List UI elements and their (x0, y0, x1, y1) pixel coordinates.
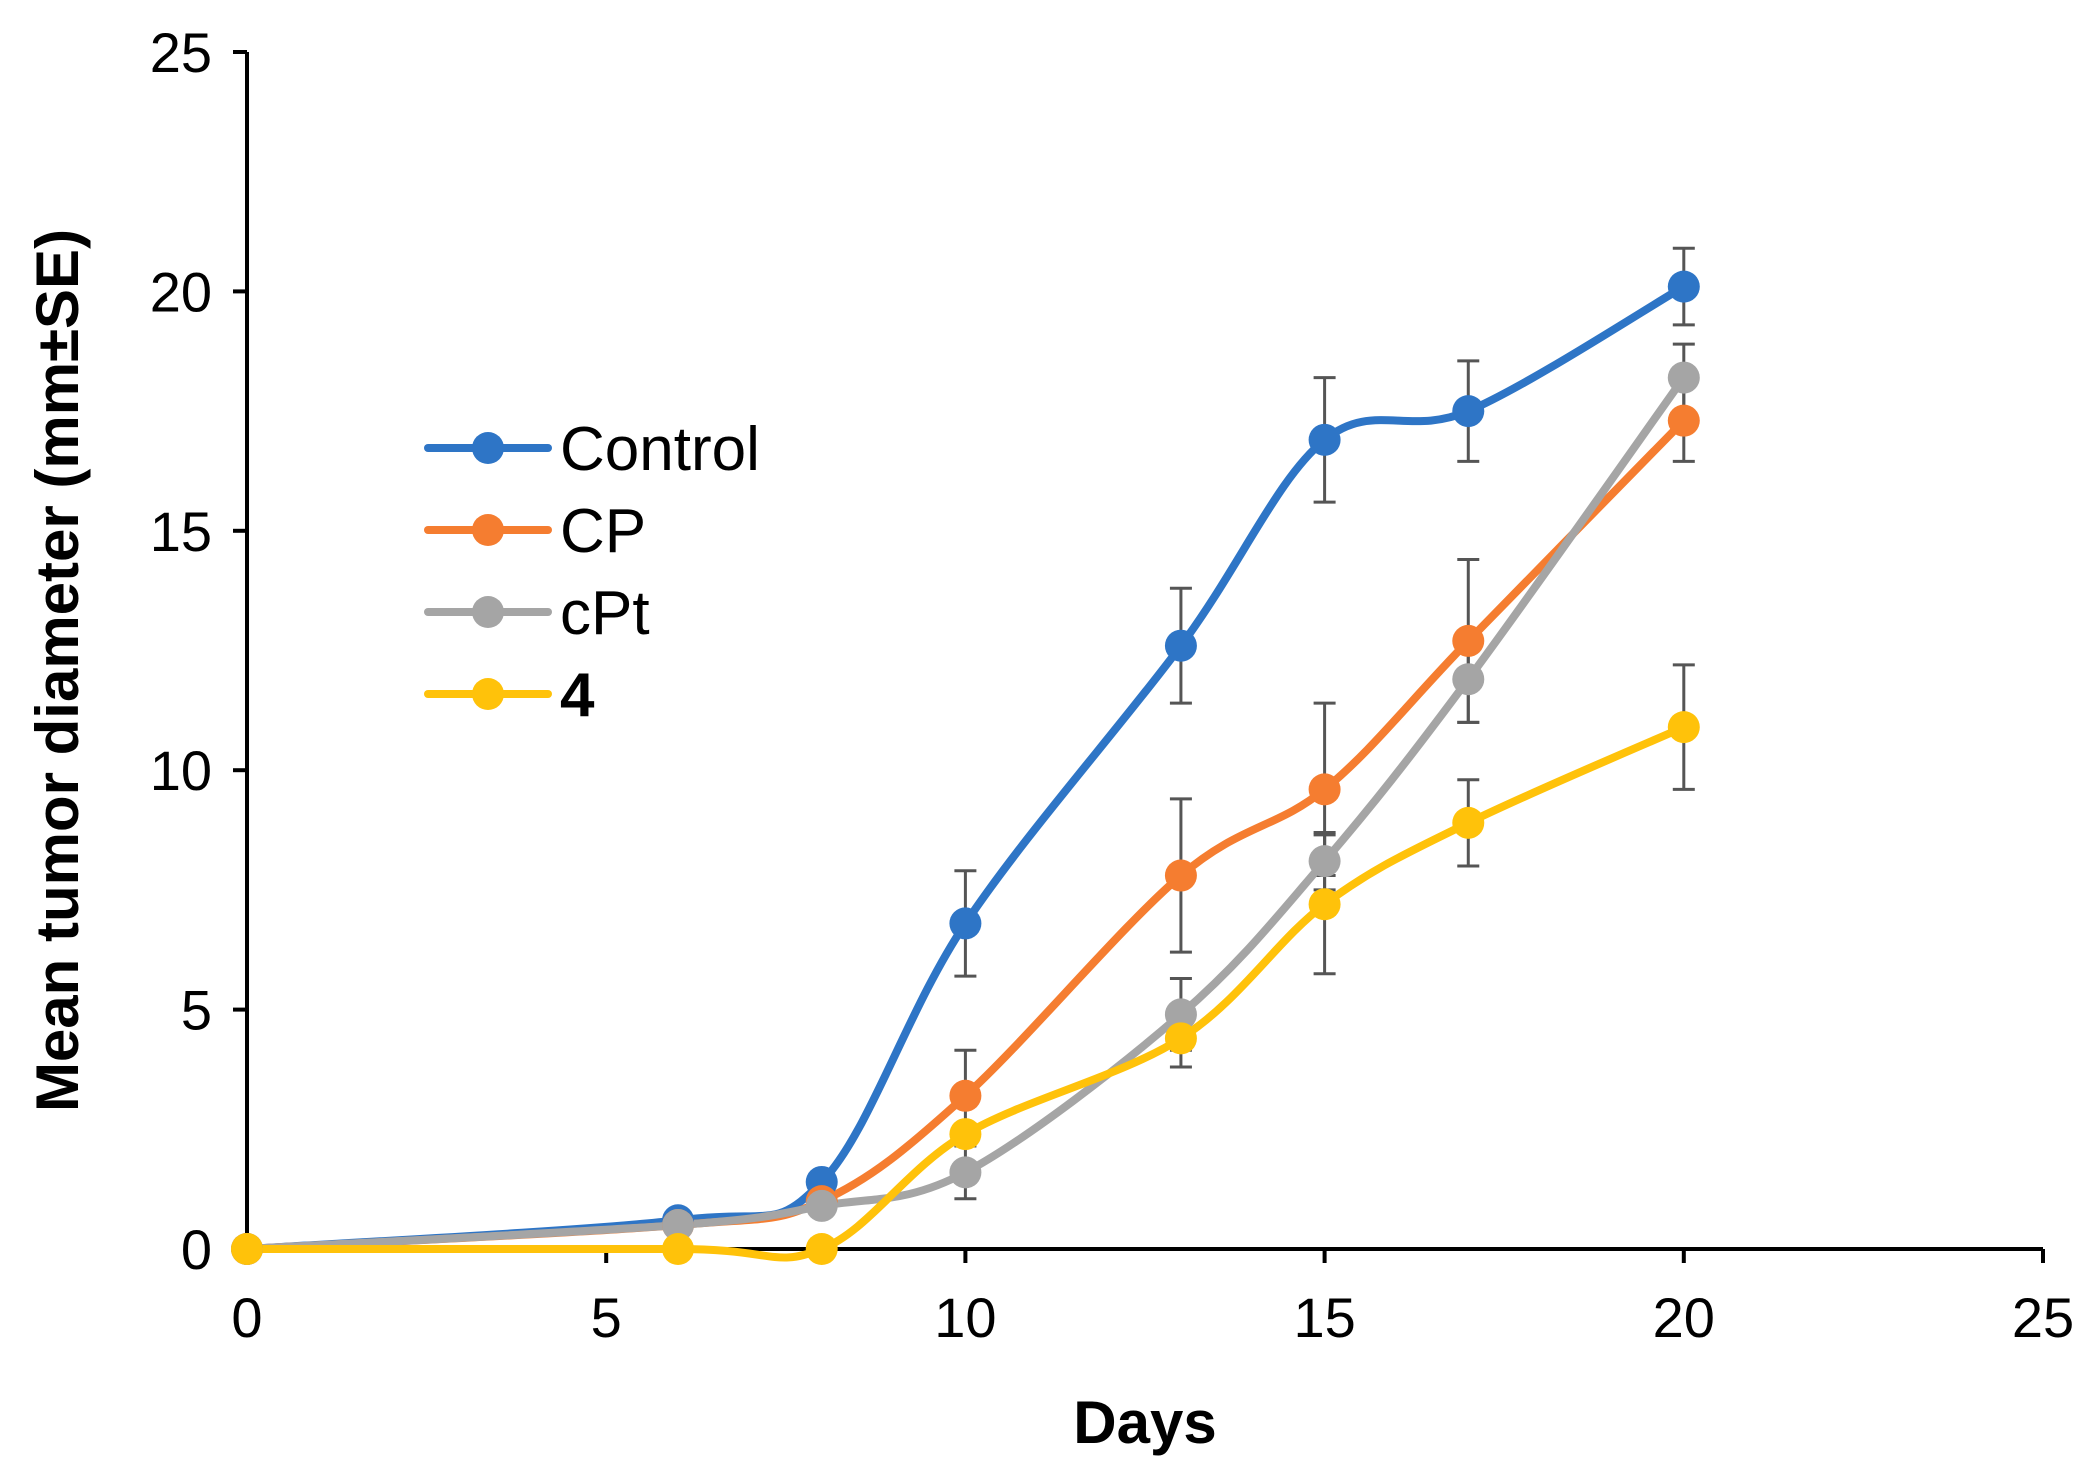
legend-marker-cpt (472, 596, 504, 628)
data-point-cp (1164, 859, 1197, 892)
data-point-control (1308, 423, 1341, 456)
y-tick-label: 20 (150, 260, 212, 323)
x-tick-label: 0 (231, 1286, 262, 1349)
x-tick-label: 25 (2012, 1286, 2074, 1349)
data-point-4 (662, 1233, 695, 1265)
data-point-cpt (1452, 663, 1485, 696)
data-point-4 (1308, 888, 1341, 921)
data-point-cpt (949, 1156, 982, 1189)
legend-entry-4: 4 (424, 661, 595, 730)
error-bars (954, 246, 1695, 1201)
legend-label-control: Control (560, 415, 760, 484)
y-tick-label: 10 (150, 739, 212, 802)
data-point-control (1164, 629, 1197, 662)
data-point-cpt (1667, 361, 1700, 394)
y-tick-label: 5 (181, 979, 212, 1042)
legend-label-cpt: cPt (560, 579, 650, 648)
y-tick-label: 0 (181, 1218, 212, 1281)
legend-marker-4 (472, 678, 504, 710)
x-axis-title: Days (1073, 1389, 1216, 1456)
y-tick-label: 15 (150, 500, 212, 563)
legend-entry-cpt: cPt (424, 579, 650, 648)
y-axis-title: Mean tumor diameter (mm±SE) (24, 229, 91, 1112)
data-point-cpt (662, 1209, 695, 1242)
data-point-cp (1308, 773, 1341, 806)
data-point-4 (231, 1233, 263, 1265)
axes: 0 5 10 15 20 25 0 5 10 15 20 25 (150, 21, 2074, 1349)
data-point-4 (1164, 1022, 1197, 1055)
series-points (231, 270, 1700, 1265)
y-tick-label: 25 (150, 21, 212, 84)
legend-marker-cp (472, 514, 504, 546)
legend-label-4: 4 (560, 661, 595, 730)
x-tick-label: 5 (591, 1286, 622, 1349)
data-point-cp (1452, 624, 1485, 657)
legend-marker-control (472, 432, 504, 464)
series-line-4 (243, 723, 1688, 1262)
data-point-cp (949, 1079, 982, 1112)
legend-entry-control: Control (424, 415, 760, 484)
legend-entry-cp: CP (424, 497, 646, 566)
x-tick-label: 20 (1653, 1286, 1715, 1349)
data-point-4 (1452, 806, 1485, 839)
data-point-cpt (1164, 998, 1197, 1031)
legend-label-cp: CP (560, 497, 646, 566)
x-tick-label: 10 (934, 1286, 996, 1349)
data-point-cpt (805, 1189, 838, 1222)
legend: Control CP cPt 4 (424, 415, 760, 730)
data-point-control (949, 907, 982, 940)
data-point-4 (1667, 711, 1700, 744)
data-point-control (1667, 270, 1700, 303)
data-point-cp (1667, 404, 1700, 437)
data-point-4 (805, 1233, 838, 1265)
data-point-4 (949, 1118, 982, 1151)
x-tick-label: 15 (1293, 1286, 1355, 1349)
data-point-control (1452, 395, 1485, 428)
data-point-cpt (1308, 845, 1341, 878)
